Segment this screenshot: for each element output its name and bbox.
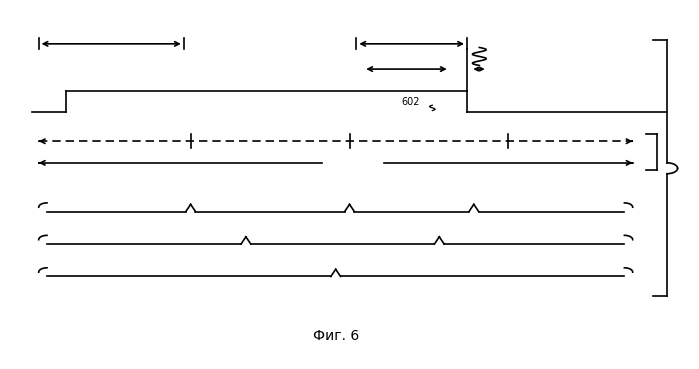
Text: Фиг. 6: Фиг. 6 [312, 329, 359, 343]
Text: 602: 602 [401, 97, 420, 107]
